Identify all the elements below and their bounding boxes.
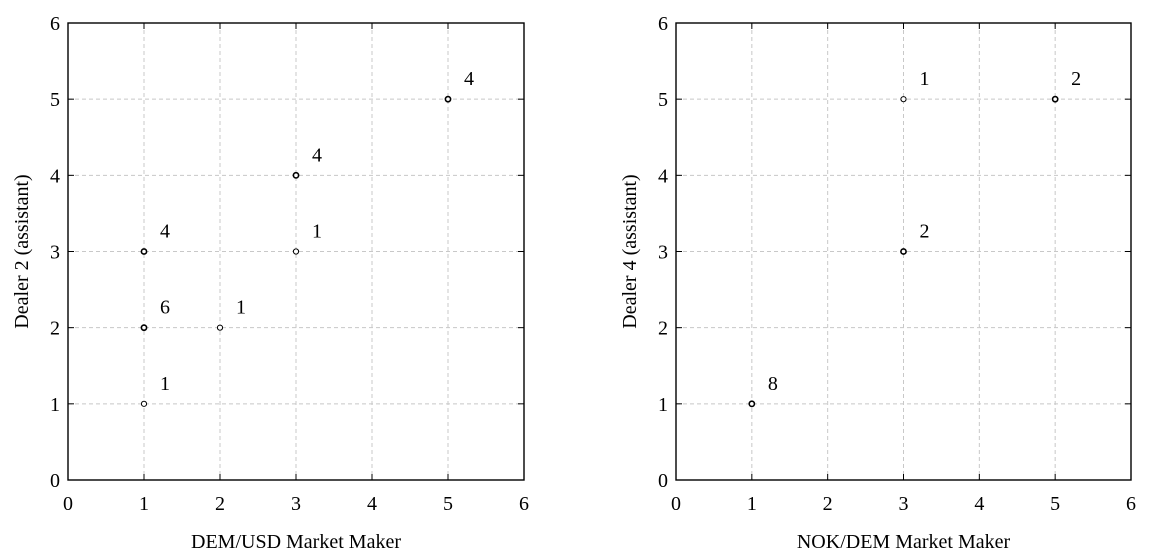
y-tick-label: 1	[658, 394, 668, 416]
data-point	[292, 248, 300, 255]
data-point	[748, 400, 756, 408]
data-point	[900, 96, 907, 103]
data-point	[140, 324, 148, 332]
data-point	[900, 248, 907, 255]
data-point	[140, 400, 148, 407]
data-point	[292, 171, 300, 179]
y-tick-label: 0	[50, 470, 60, 492]
y-tick-label: 2	[658, 318, 668, 340]
chart-right: 0 1 2 3 4 5 6 0 1 2 3 4 5 6 NOK/DEM Market Maker Dealer…	[619, 13, 1136, 553]
data-point	[140, 248, 148, 255]
x-tick-label: 1	[747, 493, 757, 515]
point-count-label: 2	[920, 221, 930, 243]
x-tick-label: 0	[671, 493, 681, 515]
x-tick-label: 2	[823, 493, 833, 515]
y-tick-label: 3	[658, 242, 668, 264]
y-tick-label: 2	[50, 318, 60, 340]
point-count-label: 4	[160, 221, 170, 243]
x-tick-label: 6	[519, 493, 529, 515]
x-tick-label: 6	[1126, 493, 1136, 515]
chart-left: 0 1 2 3 4 5 6 0 1 2 3 4 5 6 DEM/USD Market Maker Dealer…	[11, 13, 529, 553]
y-tick-label: 0	[658, 470, 668, 492]
y-tick-label: 3	[50, 242, 60, 264]
data-point	[1051, 95, 1059, 103]
y-tick-label: 5	[658, 89, 668, 111]
x-tick-label: 1	[139, 493, 149, 515]
x-tick-label: 4	[974, 493, 984, 515]
x-axis-label: DEM/USD Market Maker	[191, 531, 401, 553]
data-point	[444, 95, 452, 103]
x-axis-label: NOK/DEM Market Maker	[797, 531, 1011, 553]
x-tick-label: 3	[899, 493, 909, 515]
y-axis-label: Dealer 4 (assistant)	[619, 174, 641, 328]
x-tick-label: 5	[1050, 493, 1060, 515]
data-point	[216, 324, 224, 331]
y-tick-label: 4	[658, 165, 668, 187]
x-tick-label: 3	[291, 493, 301, 515]
point-count-label: 1	[160, 373, 170, 395]
x-tick-label: 4	[367, 493, 377, 515]
y-tick-label: 4	[50, 165, 60, 187]
y-tick-label: 1	[50, 394, 60, 416]
point-count-label: 6	[160, 297, 170, 319]
point-count-label: 4	[464, 68, 474, 90]
x-tick-label: 0	[63, 493, 73, 515]
y-tick-label: 6	[50, 13, 60, 35]
y-axis-label: Dealer 2 (assistant)	[11, 174, 33, 328]
point-count-label: 1	[312, 221, 322, 243]
y-tick-label: 5	[50, 89, 60, 111]
point-count-label: 2	[1071, 68, 1081, 90]
y-tick-label: 6	[658, 13, 668, 35]
point-count-label: 8	[768, 373, 778, 395]
point-count-label: 1	[920, 68, 930, 90]
point-count-label: 4	[312, 144, 322, 166]
x-tick-label: 5	[443, 493, 453, 515]
point-count-label: 1	[236, 297, 246, 319]
x-tick-label: 2	[215, 493, 225, 515]
